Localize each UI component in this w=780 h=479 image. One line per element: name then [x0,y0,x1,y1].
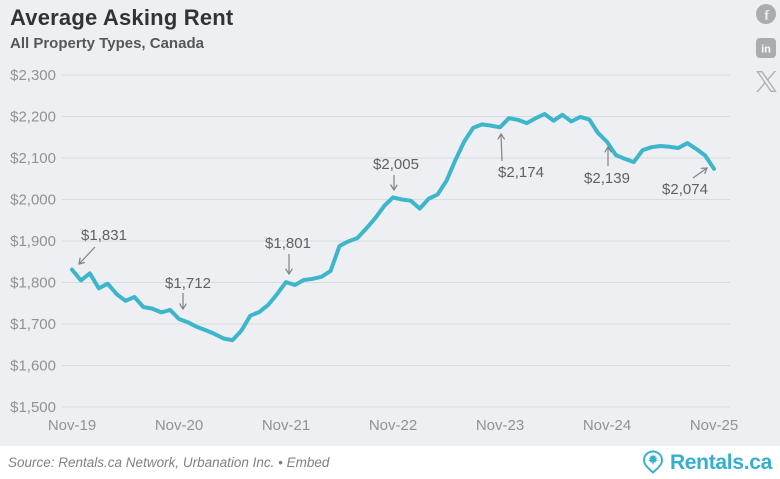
logo-wordmark: Rentals.ca [669,450,772,474]
x-axis-label: Nov-25 [690,417,738,434]
x-axis-label: Nov-21 [262,417,310,434]
x-axis-label: Nov-22 [369,417,417,434]
chart-footer: Source: Rentals.ca Network, Urbanation I… [0,446,780,479]
x-axis-label: Nov-20 [155,417,203,434]
y-axis-label: $2,000 [10,192,56,209]
svg-text:f: f [764,9,769,24]
chart-header: Average Asking Rent All Property Types, … [10,5,233,52]
x-axis-label: Nov-23 [476,417,524,434]
y-axis-label: $2,200 [10,109,56,126]
rentals-ca-logo[interactable]: Rentals.ca [641,450,772,476]
x-icon [755,71,777,92]
rent-line-series [70,112,716,343]
annotation-label: $1,801 [265,235,311,252]
annotation-label: $1,712 [165,275,211,292]
annotation-label: $1,831 [81,227,127,244]
annotation-label: $2,174 [498,164,544,181]
facebook-share-button[interactable]: f [755,3,777,25]
annotation-arrow [501,134,502,162]
embed-link[interactable]: Embed [286,455,330,470]
annotation-label: $2,005 [373,156,419,173]
annotation-label: $2,139 [584,170,630,187]
source-text: Source: Rentals.ca Network, Urbanation I… [8,455,275,470]
x-axis-label: Nov-19 [48,417,96,434]
rent-trend-line-chart: $2,300 $2,200 $2,100 $2,000 $1,900 $1,800 $1,7… [10,67,738,434]
annotation-arrow [692,168,707,179]
share-buttons: f in [755,3,777,92]
separator-dot: • [278,455,283,470]
y-axis-label: $1,800 [10,275,56,292]
y-axis-label: $2,100 [10,150,56,167]
page-subtitle: All Property Types, Canada [10,35,204,52]
y-axis-label: $2,300 [10,67,56,84]
facebook-icon: f [756,4,776,24]
linkedin-icon: in [756,38,776,58]
y-axis-label: $1,600 [10,358,56,375]
maple-leaf-pin-icon [642,450,663,474]
x-axis-label: Nov-24 [583,417,631,434]
y-axis-label: $1,500 [10,399,56,416]
page-title: Average Asking Rent [10,5,234,30]
annotation-arrow [79,246,96,264]
source-attribution: Source: Rentals.ca Network, Urbanation I… [8,455,329,470]
annotation-label: $2,074 [662,181,708,198]
x-share-button[interactable] [755,71,777,92]
y-axis-label: $1,700 [10,316,56,333]
y-axis-label: $1,900 [10,233,56,250]
linkedin-share-button[interactable]: in [756,38,776,58]
svg-text:in: in [761,43,771,55]
